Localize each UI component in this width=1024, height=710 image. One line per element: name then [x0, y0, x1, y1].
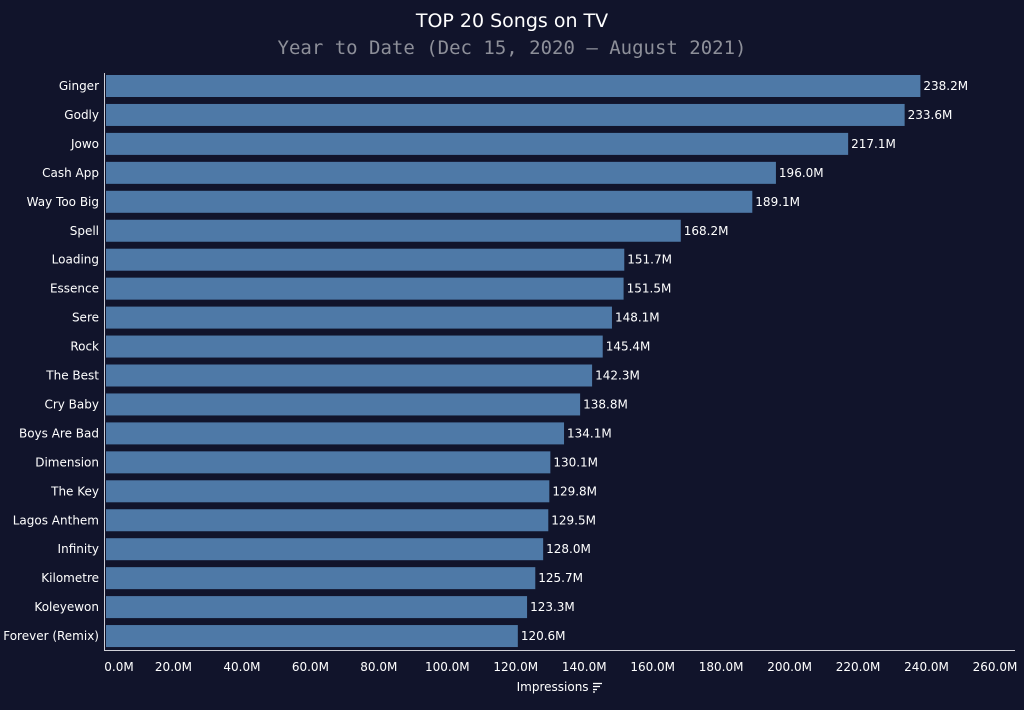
value-label: 151.7M — [627, 253, 672, 267]
value-label: 145.4M — [606, 340, 651, 354]
category-label: Loading — [52, 253, 99, 267]
bar-way-too-big — [106, 190, 753, 213]
category-label: Boys Are Bad — [19, 426, 99, 440]
value-label: 168.2M — [684, 224, 729, 238]
x-tick-label: 180.0M — [699, 660, 744, 674]
category-label: Cash App — [42, 166, 99, 180]
chart-title: TOP 20 Songs on TV — [415, 10, 609, 32]
value-label: 138.8M — [583, 397, 628, 411]
category-label: Rock — [70, 340, 99, 354]
bar-sere — [106, 306, 612, 329]
value-label: 233.6M — [908, 108, 953, 122]
value-label: 196.0M — [779, 166, 824, 180]
x-tick-label: 120.0M — [493, 660, 538, 674]
category-label: Godly — [64, 108, 99, 122]
category-label: Dimension — [35, 455, 99, 469]
category-label: Jowo — [70, 137, 99, 151]
bar-cry-baby — [106, 393, 581, 416]
bar-jowo — [106, 132, 849, 155]
category-label: The Best — [45, 369, 99, 383]
x-tick-label: 0.0M — [104, 660, 133, 674]
category-label: The Key — [50, 484, 99, 498]
bar-godly — [106, 103, 905, 126]
category-label: Kilometre — [41, 571, 99, 585]
x-tick-label: 160.0M — [630, 660, 675, 674]
x-tick-label: 60.0M — [292, 660, 329, 674]
bar-boys-are-bad — [106, 422, 565, 445]
bar-ginger — [106, 75, 921, 97]
bar-essence — [106, 277, 624, 300]
value-label: 189.1M — [755, 195, 800, 209]
x-tick-label: 240.0M — [904, 660, 949, 674]
category-label: Infinity — [58, 542, 99, 556]
category-label: Essence — [50, 282, 99, 296]
bar-rock — [106, 335, 603, 358]
category-label: Cry Baby — [44, 397, 99, 411]
value-label: 120.6M — [521, 629, 566, 643]
value-label: 129.5M — [551, 513, 596, 527]
x-tick-label: 100.0M — [425, 660, 470, 674]
x-tick-label: 40.0M — [223, 660, 260, 674]
category-label: Spell — [70, 224, 99, 238]
x-tick-label: 80.0M — [360, 660, 397, 674]
value-label: 123.3M — [530, 600, 575, 614]
bar-the-best — [106, 364, 593, 387]
bar-lagos-anthem — [106, 509, 549, 532]
value-label: 217.1M — [851, 137, 896, 151]
x-tick-label: 200.0M — [767, 660, 812, 674]
x-tick-label: 20.0M — [155, 660, 192, 674]
x-axis-label: Impressions — [0, 680, 1024, 694]
bar-dimension — [106, 451, 551, 474]
value-label: 125.7M — [538, 571, 583, 585]
value-label: 129.8M — [552, 484, 597, 498]
bar-koleyewon — [106, 596, 528, 619]
value-label: 151.5M — [627, 282, 672, 296]
bar-forever-remix- — [106, 625, 518, 648]
bar-infinity — [106, 538, 544, 561]
sort-descending-icon[interactable] — [592, 682, 603, 693]
bar-kilometre — [106, 567, 536, 590]
value-label: 128.0M — [546, 542, 591, 556]
x-axis-title: Impressions — [516, 680, 589, 694]
bar-the-key — [106, 480, 550, 503]
category-label: Ginger — [59, 79, 99, 93]
bar-cash-app — [106, 161, 776, 184]
x-tick-label: 140.0M — [562, 660, 607, 674]
category-label: Way Too Big — [27, 195, 99, 209]
x-tick-label: 260.0M — [973, 660, 1018, 674]
value-label: 134.1M — [567, 426, 612, 440]
category-label: Lagos Anthem — [13, 513, 99, 527]
value-label: 142.3M — [595, 369, 640, 383]
value-label: 238.2M — [923, 79, 968, 93]
category-label: Sere — [72, 311, 99, 325]
value-label: 130.1M — [553, 455, 598, 469]
chart-subtitle: Year to Date (Dec 15, 2020 — August 2021… — [277, 37, 747, 59]
x-tick-label: 220.0M — [836, 660, 881, 674]
category-label: Forever (Remix) — [3, 629, 99, 643]
value-label: 148.1M — [615, 311, 660, 325]
bar-loading — [106, 248, 625, 271]
category-label: Koleyewon — [34, 600, 99, 614]
bar-spell — [106, 219, 681, 242]
